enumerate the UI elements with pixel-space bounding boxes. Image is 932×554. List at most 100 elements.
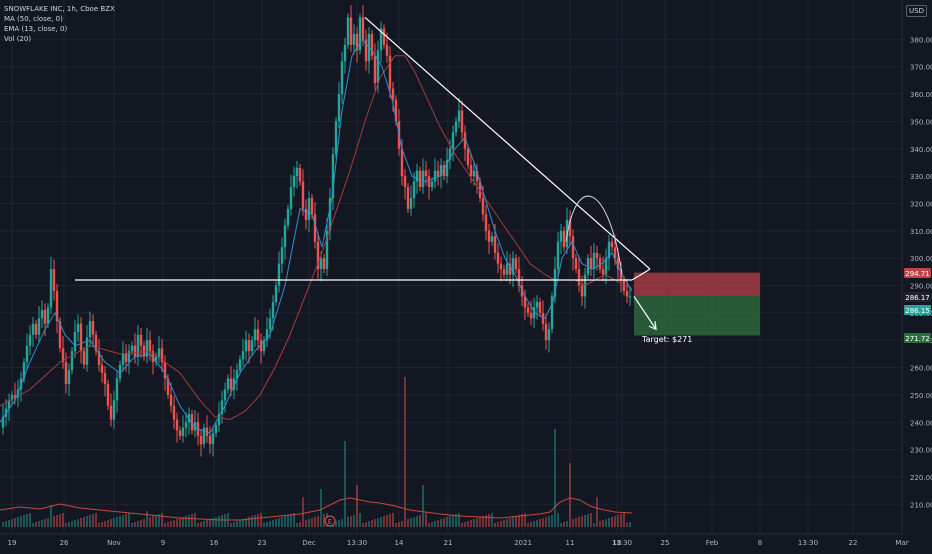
- drawings[interactable]: Target: $271: [75, 17, 692, 344]
- earnings-marker[interactable]: [324, 515, 336, 527]
- volume-bar: [452, 515, 454, 527]
- volume-bar: [260, 513, 262, 527]
- volume-bar: [380, 517, 382, 527]
- volume-bar: [185, 516, 187, 527]
- volume-bar: [182, 517, 184, 527]
- volume-bar: [275, 519, 277, 527]
- candle-body: [130, 345, 134, 352]
- triangle-closing-line[interactable]: [631, 268, 651, 281]
- candle-body: [253, 329, 257, 341]
- candle-body: [61, 348, 65, 363]
- volume-bar: [584, 515, 586, 527]
- ema-legend[interactable]: EMA (13, close, 0): [4, 25, 68, 33]
- volume-bar: [515, 516, 517, 527]
- volume-bar: [218, 516, 220, 527]
- stop-loss-zone[interactable]: [634, 272, 760, 296]
- target-annotation[interactable]: Target: $271: [641, 335, 692, 344]
- candle-body: [334, 121, 338, 155]
- volume-bar: [455, 514, 457, 527]
- candle-body: [73, 331, 77, 352]
- candle-body: [112, 400, 116, 420]
- volume-bar: [437, 520, 439, 527]
- candle-body: [268, 318, 272, 330]
- volume-bar: [2, 522, 4, 527]
- currency-badge[interactable]: USD: [906, 5, 927, 17]
- volume-bar: [500, 521, 502, 527]
- head-shoulders-arc[interactable]: [565, 195, 623, 275]
- candle-body: [292, 176, 296, 188]
- candle-body: [136, 334, 140, 357]
- candle-body: [232, 378, 236, 390]
- candle-body: [523, 296, 527, 308]
- volume-bar: [449, 516, 451, 527]
- candle-body: [337, 94, 341, 122]
- target-zone[interactable]: [634, 295, 760, 336]
- volume-bar: [560, 523, 562, 527]
- candle-body: [22, 362, 26, 379]
- candle-body: [157, 348, 161, 357]
- x-tick-label: 25: [661, 539, 670, 547]
- candle-body: [553, 269, 557, 297]
- volume-bar: [173, 520, 175, 527]
- volume-bar: [461, 523, 463, 527]
- x-tick-label: 22: [849, 539, 858, 547]
- volume-bar: [611, 517, 613, 527]
- volume-bar: [419, 515, 421, 527]
- volume-bar: [245, 518, 247, 527]
- candle-body: [199, 435, 203, 445]
- volume-bar: [65, 523, 67, 527]
- x-tick-label: 9: [161, 539, 165, 547]
- volume-bar: [14, 518, 16, 527]
- volume-bar: [59, 514, 61, 527]
- candle-body: [418, 170, 422, 188]
- volume-bar: [191, 514, 193, 527]
- candle-body: [43, 310, 47, 324]
- candle-body: [184, 422, 188, 428]
- volume-bar: [443, 518, 445, 527]
- volume-bar: [578, 517, 580, 527]
- candle-body: [475, 170, 479, 182]
- volume-bar: [104, 521, 106, 527]
- ma-legend[interactable]: MA (50, close, 0): [4, 15, 63, 23]
- candle-body: [142, 345, 146, 357]
- candle-body: [445, 159, 449, 177]
- symbol-title[interactable]: SNOWFLAKE INC, 1h, Cboe BZX: [4, 5, 115, 13]
- descending-trendline[interactable]: [364, 17, 651, 270]
- candle-body: [349, 17, 353, 45]
- candle-body: [604, 258, 608, 275]
- price-label-box: [904, 333, 931, 343]
- candle-body: [616, 258, 620, 270]
- candle-body: [364, 39, 368, 62]
- candle-body: [355, 33, 359, 51]
- vol-legend[interactable]: Vol (20): [4, 35, 32, 43]
- volume-bar: [29, 513, 31, 527]
- volume-bar: [386, 515, 388, 527]
- volume-bar: [53, 516, 55, 527]
- candle-body: [316, 241, 320, 270]
- candle-body: [241, 351, 245, 360]
- volume-bar: [542, 518, 544, 527]
- volume-bar: [344, 441, 346, 527]
- volume-bar: [149, 517, 151, 527]
- candle-body: [277, 263, 281, 286]
- volume-bar: [524, 513, 526, 527]
- candle-body: [175, 419, 179, 431]
- candle-body: [307, 197, 311, 220]
- x-tick-label: 13:30: [347, 539, 367, 547]
- candle-body: [481, 197, 485, 215]
- volume-bar: [278, 518, 280, 527]
- candle-body: [151, 351, 155, 363]
- projection-arrow[interactable]: [633, 296, 657, 330]
- x-tick-label: 11: [566, 539, 575, 547]
- volume-bar: [530, 522, 532, 527]
- volume-bar: [398, 522, 400, 527]
- candle-body: [487, 230, 491, 242]
- candle-body: [505, 263, 509, 275]
- x-tick-label: 19: [8, 539, 17, 547]
- candle-body: [217, 414, 221, 425]
- candle-body: [127, 351, 131, 363]
- candle-body: [319, 258, 323, 270]
